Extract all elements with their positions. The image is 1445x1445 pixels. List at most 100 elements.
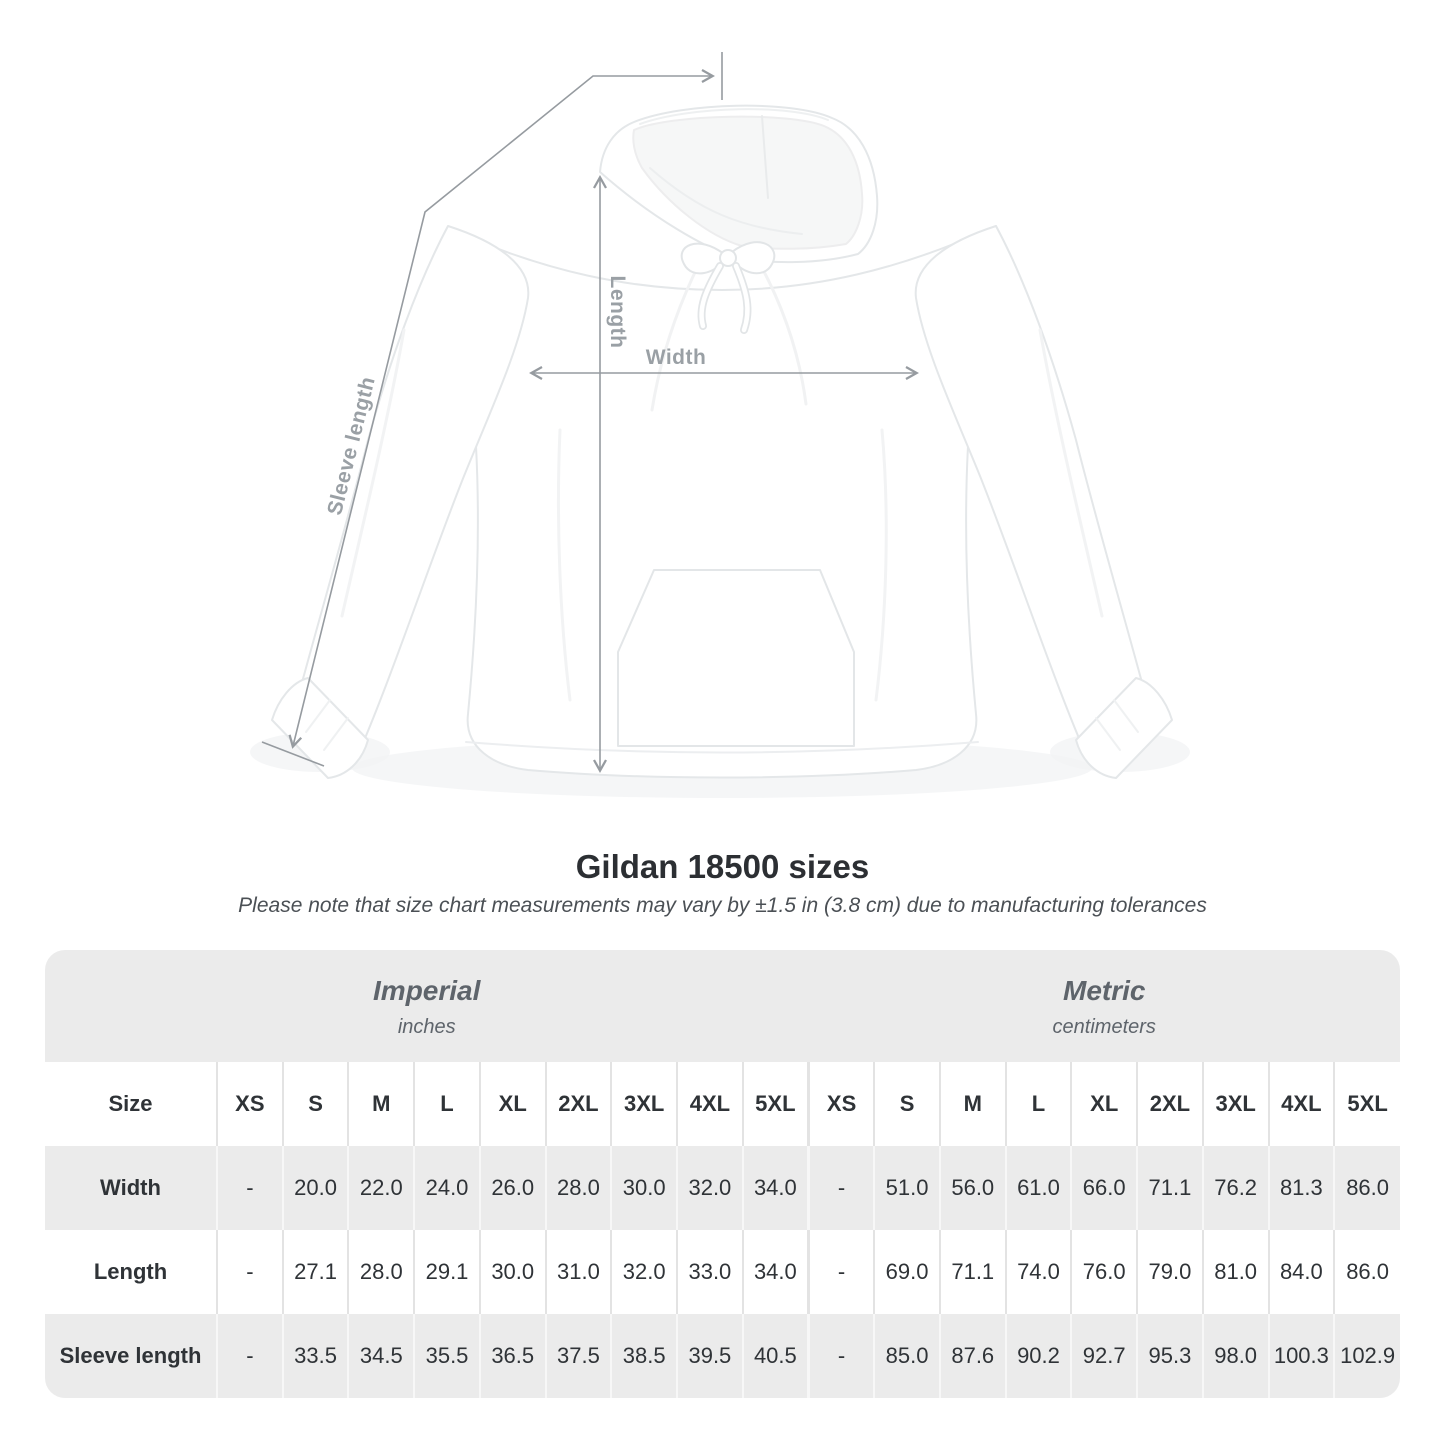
value-cell: 35.5 [413,1314,480,1398]
size-col-metric-xl: XL [1070,1062,1138,1146]
table-row: Length -27.1 28.0 29.1 30.0 31.0 32.0 33.0 34.0-… [45,1230,1400,1314]
value-cell: 31.0 [544,1230,612,1314]
imperial-group-header: Imperial inches [45,950,809,1062]
size-col-metric-5xl: 5XL [1333,1062,1400,1146]
size-col-imperial-s: S [281,1062,349,1146]
size-col-imperial-2xl: 2XL [544,1062,612,1146]
value-cell: 38.5 [610,1314,678,1398]
right-cuff [1075,677,1173,779]
value-cell: 39.5 [676,1314,743,1398]
value-cell: 61.0 [1004,1146,1072,1230]
value-cell: - [806,1146,875,1230]
value-cell: 32.0 [610,1230,678,1314]
value-cell: 71.1 [1136,1146,1203,1230]
size-table-body: Imperial inches Metric centimeters Size … [45,950,1400,1398]
value-cell: 76.0 [1070,1230,1138,1314]
value-cell: 100.3 [1267,1314,1335,1398]
value-cell: 71.1 [938,1230,1006,1314]
size-col-metric-3xl: 3XL [1201,1062,1269,1146]
table-row: Sleeve length -33.5 34.5 35.5 36.5 37.5 38.5 39… [45,1314,1400,1398]
value-cell: 22.0 [347,1146,415,1230]
value-cell: 81.3 [1267,1146,1335,1230]
length-label: Length [606,275,629,349]
size-col-imperial-3xl: 3XL [610,1062,678,1146]
value-cell: 28.0 [347,1230,415,1314]
value-cell: 76.2 [1201,1146,1269,1230]
value-cell: 86.0 [1333,1230,1400,1314]
metric-group-header: Metric centimeters [808,950,1400,1062]
value-cell: 24.0 [413,1146,480,1230]
size-col-imperial-xl: XL [478,1062,546,1146]
metric-title: Metric [1063,975,1146,1007]
size-col-imperial-4xl: 4XL [676,1062,743,1146]
value-cell: 34.0 [741,1230,809,1314]
size-col-metric-l: L [1004,1062,1072,1146]
value-cell: 79.0 [1136,1230,1203,1314]
value-cell: 90.2 [1004,1314,1072,1398]
table-row: Width -20.0 22.0 24.0 26.0 28.0 30.0 32.0 34.0-5… [45,1146,1400,1230]
value-cell: 81.0 [1201,1230,1269,1314]
size-col-metric-4xl: 4XL [1267,1062,1335,1146]
measurement-lines [261,52,919,773]
unit-band-row: Imperial inches Metric centimeters [45,950,1400,1062]
value-cell: 36.5 [478,1314,546,1398]
value-cell: 34.5 [347,1314,415,1398]
page-title: Gildan 18500 sizes [575,848,870,885]
value-cell: 30.0 [478,1230,546,1314]
value-cell: 102.9 [1333,1314,1400,1398]
value-cell: 92.7 [1070,1314,1138,1398]
kangaroo-pocket [617,569,855,747]
value-cell: 56.0 [938,1146,1006,1230]
size-header-row: Size XS S M L XL 2XL 3XL 4XL 5XL XS S M L XL 2XL 3XL 4XL… [45,1062,1400,1146]
size-col-metric-s: S [873,1062,940,1146]
value-cell: 32.0 [676,1146,743,1230]
right-sleeve [914,225,1145,751]
value-cell: 40.5 [741,1314,809,1398]
value-cell: 20.0 [281,1146,349,1230]
row-label: Length [45,1230,217,1314]
value-cell: 66.0 [1070,1146,1138,1230]
hoodie-measurement-diagram: Sleeve length Length Width [261,52,1173,779]
value-cell: 30.0 [610,1146,678,1230]
value-cell: - [216,1314,283,1398]
size-col-imperial-l: L [413,1062,480,1146]
size-col-imperial-5xl: 5XL [741,1062,809,1146]
width-label: Width [645,346,707,369]
value-cell: 95.3 [1136,1314,1203,1398]
value-cell: 28.0 [544,1146,612,1230]
value-cell: 26.0 [478,1146,546,1230]
size-col-header: Size [45,1062,217,1146]
hoodie-illustration [261,52,1173,779]
value-cell: 69.0 [873,1230,940,1314]
value-cell: 33.0 [676,1230,743,1314]
sleeve-length-line [288,69,715,749]
size-col-metric-2xl: 2XL [1136,1062,1203,1146]
size-col-imperial-xs: XS [216,1062,283,1146]
size-table: Imperial inches Metric centimeters Size … [45,950,1400,1398]
size-col-metric-xs: XS [806,1062,875,1146]
value-cell: 98.0 [1201,1314,1269,1398]
value-cell: 86.0 [1333,1146,1400,1230]
value-cell: 33.5 [281,1314,349,1398]
row-label: Width [45,1146,217,1230]
metric-unit: centimeters [1052,1015,1156,1038]
value-cell: 74.0 [1004,1230,1072,1314]
value-cell: 85.0 [873,1314,940,1398]
value-cell: 34.0 [741,1146,809,1230]
value-cell: 84.0 [1267,1230,1335,1314]
tolerance-note: Please note that size chart measurements… [238,894,1207,917]
size-col-metric-m: M [938,1062,1006,1146]
value-cell: 27.1 [281,1230,349,1314]
row-label: Sleeve length [45,1314,217,1398]
size-col-imperial-m: M [347,1062,415,1146]
value-cell: - [806,1314,875,1398]
value-cell: - [216,1230,283,1314]
value-cell: - [216,1146,283,1230]
value-cell: 37.5 [544,1314,612,1398]
value-cell: 29.1 [413,1230,480,1314]
imperial-title: Imperial [373,975,481,1007]
sleeve-end-tick [261,741,325,767]
value-cell: 51.0 [873,1146,940,1230]
value-cell: 87.6 [938,1314,1006,1398]
